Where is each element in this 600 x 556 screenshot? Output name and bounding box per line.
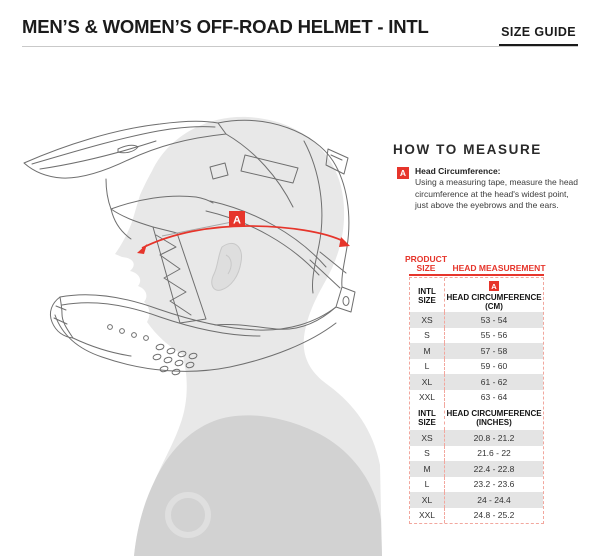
table-row: XS 20.8 - 21.2 xyxy=(410,430,543,446)
table-row: M 22.4 - 22.8 xyxy=(410,461,543,477)
table-row: XS 53 - 54 xyxy=(410,312,543,328)
ear xyxy=(211,242,243,291)
size-cell: XS xyxy=(421,314,433,325)
table-row: XXL 63 - 64 xyxy=(410,389,543,405)
range-cell: 24.8 - 25.2 xyxy=(444,507,543,523)
header-divider xyxy=(22,46,578,47)
range-cell: 22.4 - 22.8 xyxy=(444,461,543,477)
size-cell: S xyxy=(424,448,430,459)
table-row: S 55 - 56 xyxy=(410,327,543,343)
size-cell: M xyxy=(423,345,431,356)
torso-silhouette xyxy=(134,415,382,556)
range-cell: 53 - 54 xyxy=(444,312,543,328)
measure-description: Using a measuring tape, measure the head… xyxy=(415,177,579,210)
marker-a-badge: A xyxy=(397,167,409,179)
range-cell: 63 - 64 xyxy=(444,389,543,405)
size-cell: S xyxy=(424,330,430,341)
helmet-line-art xyxy=(23,119,356,376)
size-cell: XL xyxy=(421,494,433,505)
size-cell: XXL xyxy=(418,510,436,521)
measurement-line: A xyxy=(137,211,350,254)
helmet-measurement-diagram: A xyxy=(23,116,382,556)
range-cell: 23.2 - 23.6 xyxy=(444,476,543,492)
head-silhouette xyxy=(115,116,382,556)
product-size-header: PRODUCT SIZE xyxy=(404,254,448,273)
table-row: S 21.6 - 22 xyxy=(410,445,543,461)
range-cell: 57 - 58 xyxy=(444,343,543,359)
range-cell: 55 - 56 xyxy=(444,327,543,343)
page-title: MEN’S & WOMEN’S OFF-ROAD HELMET - INTL xyxy=(22,16,429,37)
how-to-measure-heading: HOW TO MEASURE xyxy=(393,142,542,157)
size-cell: XL xyxy=(421,376,433,387)
size-cell: L xyxy=(424,361,430,372)
size-cell: XS xyxy=(421,432,433,443)
measure-label: Head Circumference: xyxy=(415,166,501,176)
size-guide-link[interactable]: SIZE GUIDE xyxy=(499,25,578,46)
cm-rows: XS 53 - 54 S 55 - 56 M 57 - 58 L 59 - 60 XL 61 - … xyxy=(410,312,543,405)
intl-size-label: INTL SIZE xyxy=(418,287,436,305)
size-cell: M xyxy=(423,463,431,474)
size-table-body: INTL SIZE A HEAD CIRCUMFERENCE (CM) XS 53… xyxy=(409,277,544,524)
size-cell: L xyxy=(424,479,430,490)
inches-section-header: INTL SIZE HEAD CIRCUMFERENCE (INCHES) xyxy=(410,405,543,430)
range-cell: 61 - 62 xyxy=(444,374,543,390)
inches-measure-label: HEAD CIRCUMFERENCE (INCHES) xyxy=(446,408,542,427)
range-cell: 59 - 60 xyxy=(444,358,543,374)
table-row: L 23.2 - 23.6 xyxy=(410,476,543,492)
table-row: XL 24 - 24.4 xyxy=(410,492,543,508)
marker-a-diagram-badge: A xyxy=(229,211,245,227)
table-row: XL 61 - 62 xyxy=(410,374,543,390)
range-cell: 20.8 - 21.2 xyxy=(444,430,543,446)
marker-a-diagram-label: A xyxy=(233,215,241,227)
range-cell: 24 - 24.4 xyxy=(444,492,543,508)
range-cell: 21.6 - 22 xyxy=(444,445,543,461)
size-table-header: PRODUCT SIZE HEAD MEASUREMENT xyxy=(405,255,546,276)
cm-section-header: INTL SIZE A HEAD CIRCUMFERENCE (CM) xyxy=(410,278,543,312)
shirt-logo-watermark xyxy=(165,492,211,538)
inches-rows: XS 20.8 - 21.2 S 21.6 - 22 M 22.4 - 22.8 L 23.2… xyxy=(410,430,543,523)
inches-measure-header: HEAD CIRCUMFERENCE (INCHES) xyxy=(444,405,543,430)
size-table: PRODUCT SIZE HEAD MEASUREMENT INTL SIZE … xyxy=(405,255,546,524)
cm-measure-header: A HEAD CIRCUMFERENCE (CM) xyxy=(444,278,543,312)
table-row: M 57 - 58 xyxy=(410,343,543,359)
measure-instruction: A Head Circumference: Using a measuring … xyxy=(397,166,583,212)
size-cell: XXL xyxy=(418,392,436,403)
cm-measure-label: HEAD CIRCUMFERENCE (CM) xyxy=(446,293,542,311)
intl-size-label: INTL SIZE xyxy=(418,408,436,427)
table-row: XXL 24.8 - 25.2 xyxy=(410,507,543,523)
table-row: L 59 - 60 xyxy=(410,358,543,374)
head-measurement-header: HEAD MEASUREMENT xyxy=(452,263,546,273)
marker-a-table-badge: A xyxy=(489,281,499,291)
